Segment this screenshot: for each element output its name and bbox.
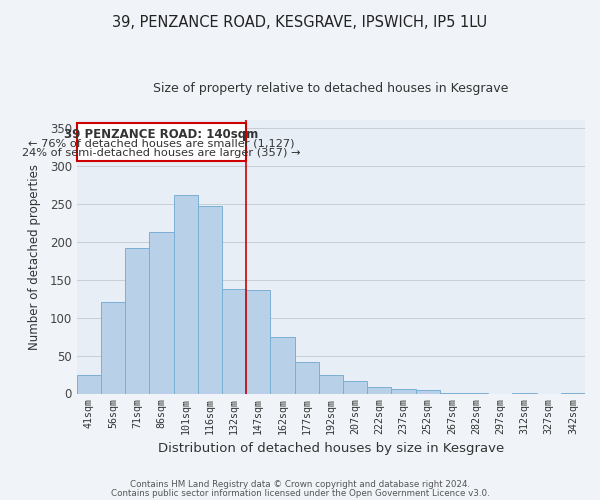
Bar (198, 206, 222, 394)
Text: 24% of semi-detached houses are larger (357) →: 24% of semi-detached houses are larger (… (22, 148, 301, 158)
Bar (391, 389, 416, 394)
Text: 39 PENZANCE ROAD: 140sqm: 39 PENZANCE ROAD: 140sqm (64, 128, 259, 141)
Text: ← 76% of detached houses are smaller (1,127): ← 76% of detached houses are smaller (1,… (28, 138, 295, 148)
Bar (464, 392, 488, 394)
Y-axis label: Number of detached properties: Number of detached properties (28, 164, 41, 350)
Bar (512, 392, 536, 394)
Bar (319, 374, 343, 394)
FancyBboxPatch shape (77, 122, 245, 162)
Bar (173, 196, 198, 394)
X-axis label: Distribution of detached houses by size in Kesgrave: Distribution of detached houses by size … (158, 442, 504, 455)
Text: Contains public sector information licensed under the Open Government Licence v3: Contains public sector information licen… (110, 490, 490, 498)
Bar (125, 248, 149, 394)
Bar (222, 289, 246, 394)
Title: Size of property relative to detached houses in Kesgrave: Size of property relative to detached ho… (153, 82, 509, 96)
Bar (367, 386, 391, 394)
Bar (440, 392, 464, 394)
Bar (271, 336, 295, 394)
Bar (561, 392, 585, 394)
Text: 39, PENZANCE ROAD, KESGRAVE, IPSWICH, IP5 1LU: 39, PENZANCE ROAD, KESGRAVE, IPSWICH, IP… (112, 15, 488, 30)
Bar (416, 390, 440, 394)
Bar (295, 362, 319, 394)
Bar (101, 302, 125, 394)
Bar (246, 290, 271, 394)
Bar (149, 232, 173, 394)
Bar (343, 382, 367, 394)
Text: Contains HM Land Registry data © Crown copyright and database right 2024.: Contains HM Land Registry data © Crown c… (130, 480, 470, 489)
Bar (77, 376, 101, 394)
